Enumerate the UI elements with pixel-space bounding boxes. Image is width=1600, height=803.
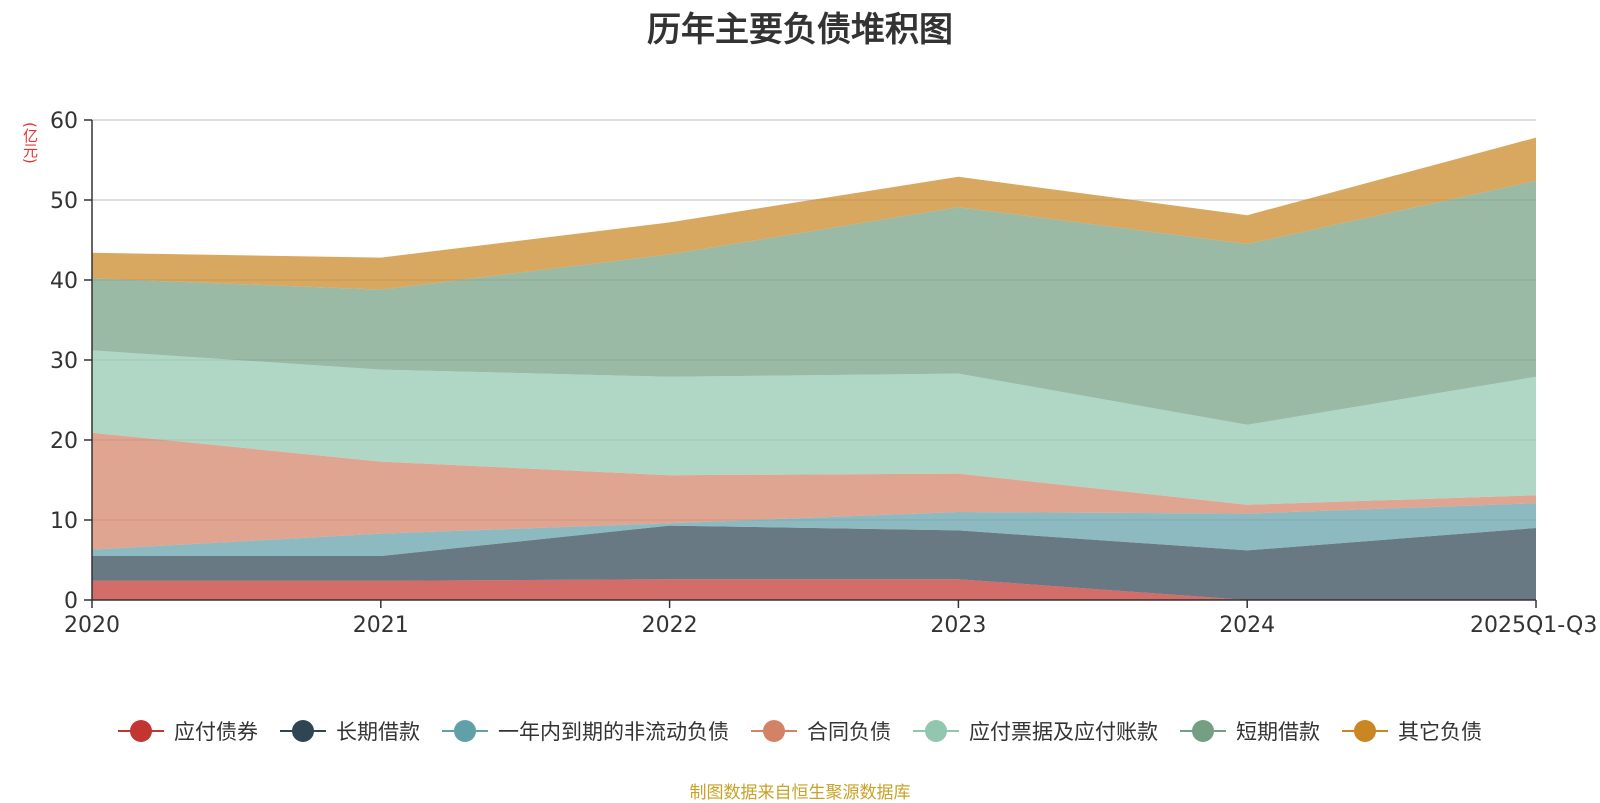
legend-item-3[interactable]: 合同负债 [751,716,891,746]
y-tick-label: 60 [50,109,78,134]
chart-title: 历年主要负债堆积图 [647,10,953,50]
area-series-4 [92,350,1536,505]
legend-item-0[interactable]: 应付债券 [118,716,258,746]
area-series-5 [92,180,1536,425]
legend-label: 长期借款 [336,720,420,744]
legend-item-2[interactable]: 一年内到期的非流动负债 [442,716,729,746]
x-tick-label: 2023 [930,613,986,638]
stacked-area-chart: 0 10 20 30 40 50 60 2020 2021 2022 2023 2024 2025Q1-… [50,109,1597,638]
legend-marker-icon [751,719,797,743]
legend-marker-icon [280,719,326,743]
y-tick-label: 40 [50,269,78,294]
area-series-1 [92,525,1536,600]
legend-marker-icon [1342,719,1388,743]
legend-item-1[interactable]: 长期借款 [280,716,420,746]
y-tick-label: 0 [64,589,78,614]
area-series-2 [92,503,1536,556]
legend-marker-icon [913,719,959,743]
axes: 0 10 20 30 40 50 60 2020 2021 2022 2023 2024 2025Q1-… [50,109,1597,638]
area-series [92,137,1536,600]
legend-item-5[interactable]: 短期借款 [1180,716,1320,746]
source-note: 制图数据来自恒生聚源数据库 [689,783,911,803]
legend-marker-icon [1180,719,1226,743]
legend-label: 短期借款 [1236,720,1320,744]
legend-label: 一年内到期的非流动负债 [498,720,729,744]
y-tick-label: 10 [50,509,78,534]
legend-marker-icon [118,719,164,743]
y-axis-unit-label: (亿元) [21,122,39,164]
x-tick-label: 2024 [1219,613,1275,638]
legend-item-6[interactable]: 其它负债 [1342,716,1482,746]
y-tick-label: 30 [50,349,78,374]
x-tick-label: 2020 [64,613,120,638]
x-tick-label: 2021 [353,613,409,638]
area-series-0 [92,579,1536,600]
y-tick-label: 20 [50,429,78,454]
legend-label: 其它负债 [1398,720,1482,744]
legend-marker-icon [442,719,488,743]
legend-label: 合同负债 [807,720,891,744]
area-series-3 [92,432,1536,550]
x-tick-label: 2025Q1-Q3 [1470,613,1597,638]
legend: 应付债券 长期借款 一年内到期的非流动负债 合同负债 应付票据及应付账款 短期借款 其它负债 [0,716,1600,746]
legend-item-4[interactable]: 应付票据及应付账款 [913,716,1158,746]
legend-label: 应付债券 [174,720,258,744]
legend-label: 应付票据及应付账款 [969,720,1158,744]
x-tick-label: 2022 [642,613,698,638]
y-tick-label: 50 [50,189,78,214]
area-series-6 [92,137,1536,290]
